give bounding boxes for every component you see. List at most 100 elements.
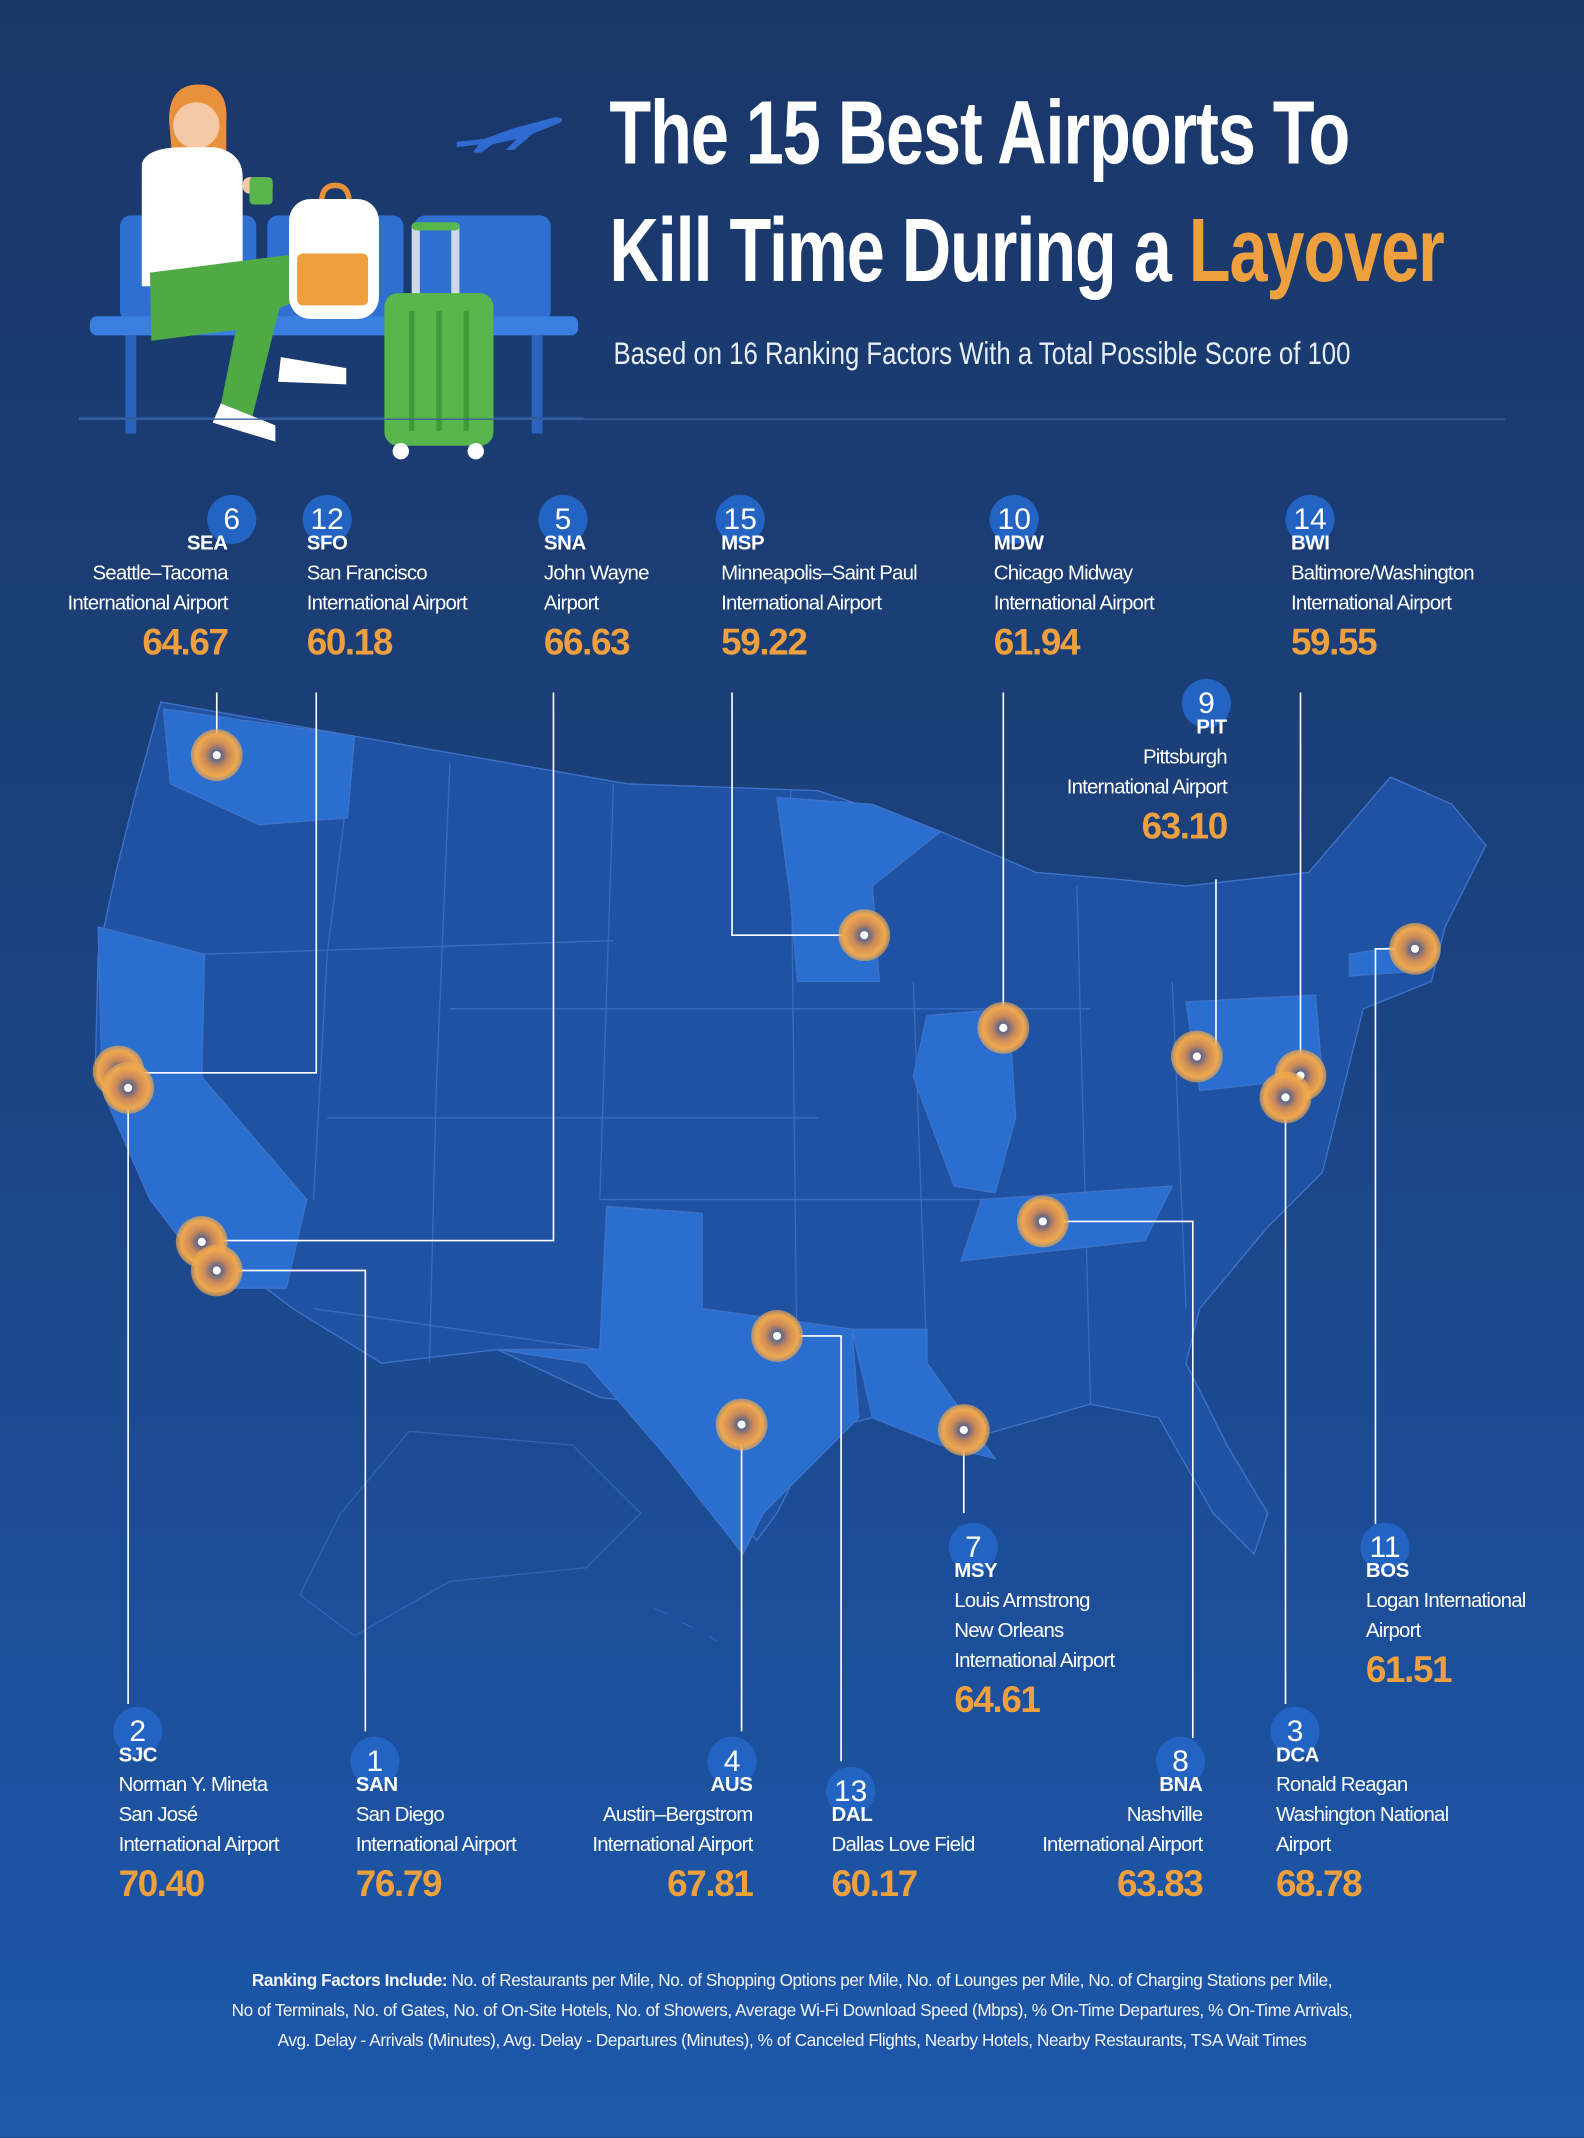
airport-score: 64.61 (954, 1679, 1041, 1721)
airport-marker-san[interactable] (190, 1244, 243, 1297)
header-divider (79, 418, 1505, 420)
rank-badge: 15 (715, 494, 765, 544)
airport-name-line: International Airport (67, 591, 228, 615)
airport-code: SEA (186, 531, 228, 555)
airport-name-line: Seattle–Tacoma (92, 561, 228, 585)
connector-line-sfo (118, 692, 318, 1074)
airport-code: PIT (1196, 715, 1227, 739)
airport-marker-dca[interactable] (1259, 1071, 1312, 1124)
airport-score: 60.18 (306, 621, 394, 663)
airport-name-line: International Airport (355, 1833, 517, 1857)
airport-info: PIT Pittsburgh International Airport 63.10 (927, 713, 1229, 851)
airport-score: 61.51 (1365, 1649, 1453, 1691)
airport-marker-pit[interactable] (1170, 1030, 1223, 1083)
airport-marker-aus[interactable] (715, 1398, 768, 1451)
connector-line-msp (731, 692, 865, 936)
airport-name-line: Airport (543, 591, 599, 615)
airport-score: 76.79 (355, 1863, 443, 1905)
marker-dot (124, 1083, 133, 1092)
airport-name-line: Washington National (1275, 1803, 1449, 1827)
subtitle: Based on 16 Ranking Factors With a Total… (613, 335, 1351, 371)
marker-dot (1038, 1217, 1047, 1226)
airport-score: 59.22 (721, 621, 808, 663)
airport-code: MDW (993, 531, 1044, 555)
rank-badge: 9 (1181, 678, 1231, 728)
airport-name-line: Pittsburgh (1142, 745, 1228, 769)
traveler-illustration (79, 84, 584, 460)
rank-badge: 10 (989, 494, 1039, 544)
airport-name-line: International Airport (993, 591, 1155, 615)
airport-marker-bos[interactable] (1389, 922, 1441, 975)
marker-dot (860, 931, 869, 940)
state-california (97, 926, 308, 1289)
airport-code: BWI (1290, 531, 1330, 555)
rank-badge: 7 (948, 1522, 998, 1572)
airport-info: BOS Logan International Airport 61.51 (1366, 1557, 1584, 1695)
rank-badge: 5 (538, 494, 588, 544)
airport-name-line: Dallas Love Field (831, 1833, 976, 1857)
rank-badge: 8 (1155, 1736, 1206, 1786)
airport-code: SNA (543, 531, 586, 555)
airport-info: SFO San Francisco International Airport 60.… (307, 529, 607, 667)
title-line-2: Kill Time During a Layover (609, 204, 1444, 294)
airport-name-line: Norman Y. Mineta (118, 1773, 269, 1797)
airport-name-line: International Airport (1066, 775, 1228, 799)
backpack-icon (288, 182, 379, 319)
title-accent: Layover (1188, 199, 1445, 300)
airport-score: 63.10 (1141, 805, 1229, 847)
airport-info: MDW Chicago Midway International Airport 61… (994, 529, 1294, 667)
airport-name-line: Austin–Bergstrom (603, 1803, 753, 1827)
airport-score: 64.67 (142, 621, 229, 663)
airport-marker-mdw[interactable] (977, 1001, 1030, 1054)
airport-code: BNA (1159, 1773, 1203, 1797)
airport-marker-msy[interactable] (937, 1404, 990, 1456)
airport-name-line: Airport (1275, 1833, 1331, 1857)
airport-score: 66.63 (543, 621, 631, 663)
airport-code: DCA (1275, 1743, 1320, 1767)
rank-badge: 14 (1285, 494, 1335, 544)
airport-score: 68.78 (1275, 1863, 1363, 1905)
airport-score: 67.81 (667, 1863, 754, 1905)
state-texas (497, 1205, 860, 1556)
airport-name-line: John Wayne (543, 561, 650, 585)
airport-marker-sjc[interactable] (102, 1061, 155, 1114)
connector-line-san (216, 1269, 367, 1732)
airport-name-line: Logan International (1365, 1589, 1526, 1613)
rank-badge: 6 (207, 494, 257, 544)
connector-line-bos (1374, 947, 1416, 1525)
airport-marker-dal[interactable] (751, 1310, 803, 1362)
airport-info: BNA Nashville International Airport 63.83 (902, 1771, 1204, 1909)
airport-marker-bna[interactable] (1016, 1195, 1069, 1248)
airport-marker-msp[interactable] (838, 909, 891, 962)
airport-code: MSP (721, 531, 765, 555)
marker-dot (959, 1425, 968, 1435)
airport-info: SEA Seattle–Tacoma International Airport 64… (0, 529, 229, 667)
airport-score: 59.55 (1290, 621, 1378, 663)
suitcase-icon (384, 222, 494, 460)
airport-info: MSP Minneapolis–Saint Paul International A… (721, 529, 1021, 667)
airport-score: 63.83 (1117, 1863, 1204, 1905)
airport-name-line: Baltimore/Washington (1290, 561, 1475, 585)
connector-line-sna (201, 692, 555, 1242)
airport-code: BOS (1365, 1559, 1410, 1583)
marker-dot (212, 1266, 221, 1275)
rank-badge: 13 (826, 1766, 876, 1816)
ranking-factors-line-2: No of Terminals, No. of Gates, No. of On… (231, 2001, 1353, 2021)
ranking-factors-line-3: Avg. Delay - Arrivals (Minutes), Avg. De… (277, 2031, 1307, 2051)
airport-name-line: Airport (1365, 1619, 1421, 1643)
marker-dot (999, 1023, 1008, 1032)
airport-marker-sea[interactable] (190, 729, 243, 782)
airport-code: AUS (710, 1773, 753, 1797)
airport-name-line: Chicago Midway (993, 561, 1133, 585)
airport-info: DCA Ronald Reagan Washington National Airpo… (1276, 1741, 1576, 1909)
airport-name-line: International Airport (721, 591, 882, 615)
airport-code: DAL (831, 1803, 873, 1827)
airport-info: SNA John Wayne Airport 66.63 (544, 529, 844, 667)
rank-badge: 11 (1360, 1522, 1410, 1572)
airport-code: SJC (118, 1743, 158, 1767)
airport-info: MSY Louis Armstrong New Orleans Internation… (954, 1557, 1254, 1725)
airport-name-line: International Airport (1290, 591, 1452, 615)
airport-score: 70.40 (118, 1863, 206, 1905)
